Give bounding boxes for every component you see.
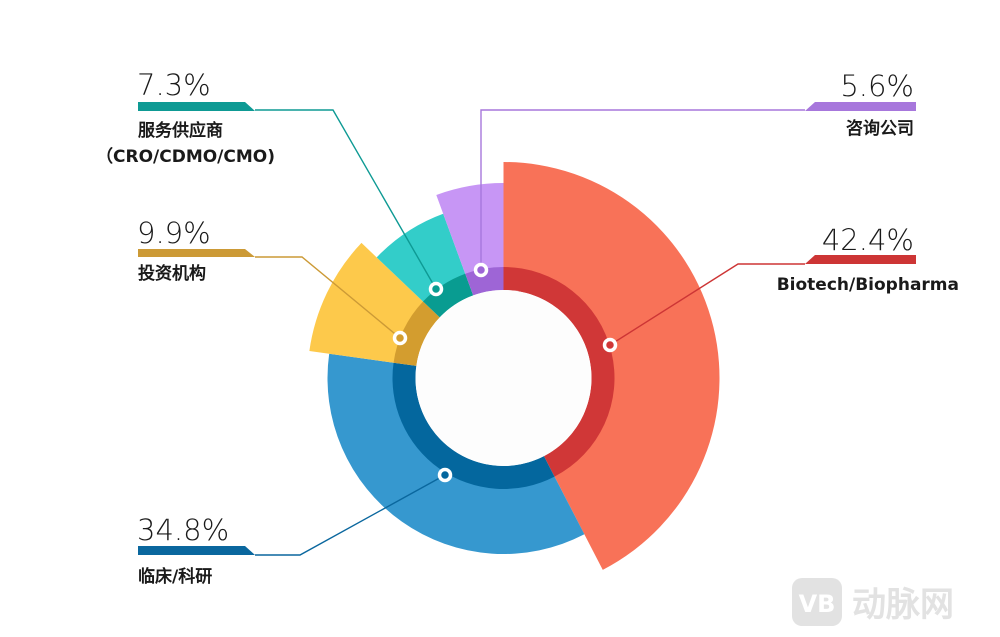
leader-line-clinical [255, 474, 446, 556]
label-bar-clinical [138, 546, 255, 555]
label-value-clinical: 34.8% [137, 513, 229, 547]
label-value-services: 7.3% [137, 68, 211, 102]
label-bar-biotech [805, 255, 916, 264]
slice-services [376, 213, 466, 303]
center-hole [415, 290, 592, 466]
label-bar-investment [138, 249, 255, 257]
label-name-services-line2: （CRO/CDMO/CMO) [96, 146, 275, 167]
slice-ring-consulting [465, 267, 504, 296]
label-value-investment: 9.9% [137, 216, 211, 250]
marker-services [428, 281, 444, 297]
marker-biotech [602, 337, 618, 353]
label-name-investment: 投资机构 [138, 263, 206, 284]
markers [392, 262, 618, 483]
label-name-biotech: Biotech/Biopharma [777, 275, 959, 295]
slice-consulting [436, 183, 504, 275]
label-name-services: 服务供应商 [138, 120, 223, 141]
label-bar-services [138, 102, 255, 111]
marker-consulting [473, 262, 489, 278]
label-value-biotech: 42.4% [822, 223, 914, 257]
label-name-clinical: 临床/科研 [138, 566, 212, 587]
slice-ring-biotech [503, 267, 615, 477]
slice-biotech [503, 162, 720, 570]
watermark-text: 动脉网 [852, 585, 954, 625]
svg-text:VB: VB [799, 590, 836, 618]
label-value-consulting: 5.6% [840, 69, 914, 103]
slice-ring-services [423, 273, 474, 318]
slice-ring-clinical [392, 362, 555, 490]
leader-lines [138, 102, 916, 556]
leader-line-biotech [609, 263, 805, 346]
marker-clinical [437, 467, 453, 483]
slice-ring-investment [393, 301, 440, 366]
leader-line-investment [255, 256, 401, 339]
watermark-logo: VB 动脉网 [792, 578, 954, 626]
leader-line-consulting [480, 109, 805, 270]
marker-investment [392, 330, 408, 346]
label-bar-consulting [805, 102, 916, 111]
leader-line-services [255, 109, 437, 290]
label-name-consulting: 咨询公司 [846, 118, 914, 139]
